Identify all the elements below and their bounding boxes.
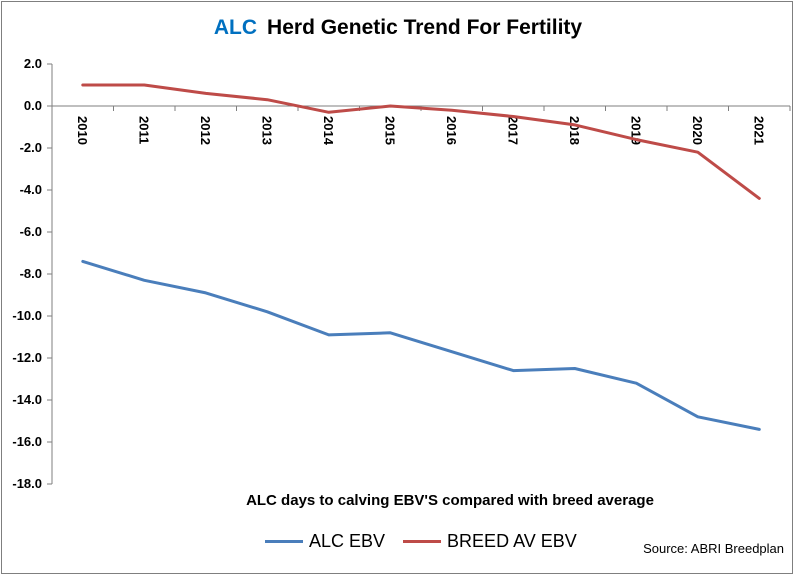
x-tick-label: 2015 [382, 116, 397, 145]
x-tick-label: 2012 [198, 116, 213, 145]
legend: ALC EBV BREED AV EBV [265, 528, 595, 554]
x-tick-label: 2010 [75, 116, 90, 145]
legend-label-breed-av-ebv: BREED AV EBV [447, 530, 577, 551]
x-tick-label: 2018 [567, 116, 582, 145]
x-tick-label: 2013 [259, 116, 274, 145]
chart-title-text: Herd Genetic Trend For Fertility [267, 16, 583, 39]
y-tick-label: 2.0 [24, 56, 42, 71]
y-tick-label: -8.0 [20, 266, 42, 281]
legend-swatch-alc-ebv [265, 539, 303, 543]
y-tick-label: -12.0 [12, 350, 42, 365]
y-tick-label: -14.0 [12, 392, 42, 407]
x-tick-label: 2017 [505, 116, 520, 145]
legend-item-alc-ebv: ALC EBV [265, 531, 385, 552]
y-tick-label: -4.0 [20, 182, 42, 197]
x-tick-label: 2016 [444, 116, 459, 145]
y-tick-label: -2.0 [20, 140, 42, 155]
y-tick-label: -16.0 [12, 434, 42, 449]
y-tick-label: -6.0 [20, 224, 42, 239]
series-line-breed-av-ebv [81, 83, 761, 200]
y-tick-label: 0.0 [24, 98, 42, 113]
legend-item-breed-av-ebv: BREED AV EBV [403, 531, 577, 552]
x-tick-label: 2021 [751, 116, 766, 145]
chart-title-brand: ALC [213, 16, 258, 39]
series-line-alc-ebv [81, 259, 761, 431]
x-tick-label: 2011 [136, 116, 151, 144]
legend-label-alc-ebv: ALC EBV [309, 530, 386, 551]
chart-title: ALC Herd Genetic Trend For Fertility [0, 16, 796, 40]
x-axis-title: ALC days to calving EBV'S compared with … [246, 492, 654, 509]
legend-swatch-breed-av-ebv [403, 539, 442, 543]
y-tick-label: -18.0 [12, 476, 42, 491]
x-tick-label: 2014 [321, 116, 336, 146]
x-tick-label: 2020 [690, 116, 705, 145]
source-note: Source: ABRI Breedplan [643, 541, 784, 556]
y-tick-label: -10.0 [12, 308, 42, 323]
